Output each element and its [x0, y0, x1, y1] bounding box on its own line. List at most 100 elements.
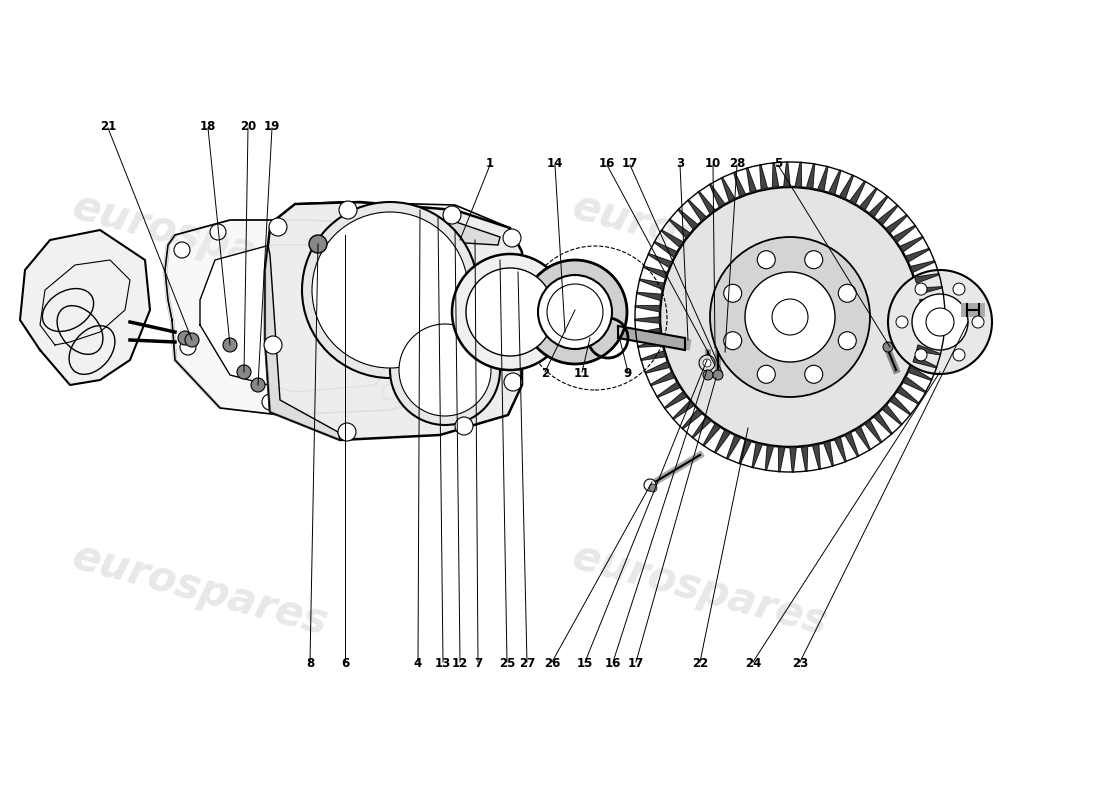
Polygon shape: [890, 397, 911, 415]
Text: 26: 26: [543, 657, 560, 670]
Circle shape: [466, 268, 554, 356]
Circle shape: [455, 417, 473, 435]
Polygon shape: [893, 226, 915, 242]
Polygon shape: [790, 448, 796, 472]
Text: 22: 22: [692, 657, 708, 670]
Polygon shape: [856, 427, 870, 450]
Circle shape: [443, 206, 461, 224]
Text: 16: 16: [598, 157, 615, 170]
Circle shape: [703, 359, 711, 367]
Text: eurospares: eurospares: [568, 186, 833, 294]
Circle shape: [302, 202, 478, 378]
Polygon shape: [882, 406, 902, 425]
Circle shape: [452, 254, 568, 370]
Text: 27: 27: [519, 657, 535, 670]
Circle shape: [270, 218, 287, 236]
Polygon shape: [760, 165, 768, 189]
Text: eurospares: eurospares: [67, 186, 332, 294]
Text: 13: 13: [434, 657, 451, 670]
Polygon shape: [338, 216, 500, 245]
Circle shape: [382, 384, 398, 400]
Circle shape: [838, 332, 856, 350]
Circle shape: [888, 270, 992, 374]
Polygon shape: [688, 200, 706, 221]
Polygon shape: [806, 164, 815, 188]
Polygon shape: [818, 166, 828, 190]
Polygon shape: [165, 220, 434, 415]
Text: 19: 19: [264, 120, 280, 133]
Circle shape: [724, 332, 741, 350]
Polygon shape: [650, 372, 674, 386]
Text: 10: 10: [705, 157, 722, 170]
Circle shape: [407, 247, 424, 263]
Text: 20: 20: [240, 120, 256, 133]
Text: 2: 2: [541, 367, 549, 380]
Text: eurospares: eurospares: [67, 536, 332, 644]
Circle shape: [178, 331, 192, 345]
Text: 9: 9: [624, 367, 632, 380]
Circle shape: [338, 423, 356, 441]
Text: 28: 28: [729, 157, 745, 170]
Polygon shape: [636, 329, 660, 334]
Polygon shape: [839, 175, 854, 198]
Polygon shape: [766, 446, 773, 470]
Text: 21: 21: [100, 120, 117, 133]
Circle shape: [915, 349, 927, 361]
Circle shape: [312, 212, 468, 368]
Circle shape: [223, 338, 236, 352]
Polygon shape: [638, 340, 662, 347]
Polygon shape: [878, 205, 898, 224]
Text: 1: 1: [486, 157, 494, 170]
Polygon shape: [703, 424, 719, 446]
Circle shape: [805, 250, 823, 269]
Circle shape: [264, 336, 282, 354]
Circle shape: [703, 370, 713, 380]
Polygon shape: [641, 351, 666, 360]
Polygon shape: [900, 237, 923, 251]
Circle shape: [713, 370, 723, 380]
Text: 23: 23: [792, 657, 808, 670]
Circle shape: [896, 316, 907, 328]
Circle shape: [236, 365, 251, 379]
Polygon shape: [869, 196, 888, 217]
Text: 16: 16: [605, 657, 621, 670]
Polygon shape: [682, 410, 702, 429]
Polygon shape: [917, 286, 943, 294]
Polygon shape: [865, 421, 881, 442]
Circle shape: [772, 299, 808, 335]
Circle shape: [644, 479, 656, 491]
Circle shape: [838, 284, 856, 302]
Text: 14: 14: [547, 157, 563, 170]
Polygon shape: [887, 215, 907, 233]
Circle shape: [757, 366, 776, 383]
Circle shape: [522, 260, 627, 364]
Polygon shape: [722, 178, 735, 201]
Circle shape: [912, 294, 968, 350]
Polygon shape: [898, 387, 918, 404]
Polygon shape: [824, 442, 834, 466]
Circle shape: [372, 227, 388, 243]
Polygon shape: [678, 209, 697, 229]
Circle shape: [710, 237, 870, 397]
Circle shape: [262, 394, 278, 410]
Polygon shape: [715, 430, 730, 453]
Polygon shape: [802, 447, 807, 471]
Polygon shape: [637, 292, 661, 300]
Polygon shape: [920, 299, 944, 306]
Circle shape: [660, 187, 920, 447]
Polygon shape: [698, 191, 715, 214]
Text: 3: 3: [675, 157, 684, 170]
Text: 8: 8: [306, 657, 315, 670]
Polygon shape: [727, 436, 740, 459]
Polygon shape: [639, 279, 663, 289]
Polygon shape: [829, 170, 840, 194]
Polygon shape: [918, 334, 943, 342]
Circle shape: [538, 275, 612, 349]
Text: 17: 17: [621, 157, 638, 170]
Polygon shape: [654, 242, 676, 257]
Text: 15: 15: [576, 657, 593, 670]
Circle shape: [757, 250, 776, 269]
Text: 25: 25: [498, 657, 515, 670]
Text: 24: 24: [745, 657, 761, 670]
Polygon shape: [921, 311, 945, 317]
